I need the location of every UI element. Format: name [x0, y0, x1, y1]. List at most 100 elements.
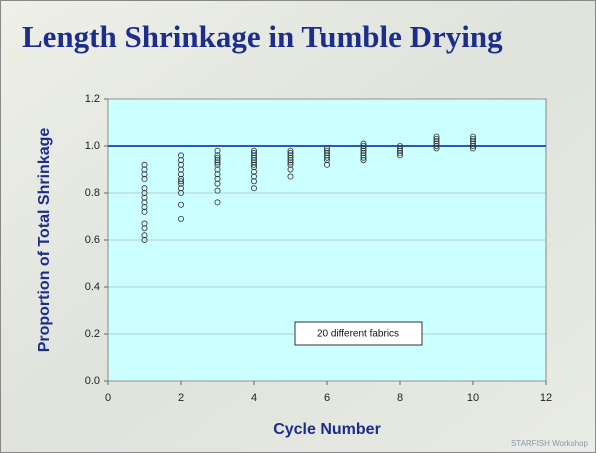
point [250, 159, 257, 166]
point [141, 189, 148, 196]
x-tick-label: 12 [540, 392, 552, 404]
point [469, 145, 476, 152]
point [287, 161, 294, 168]
point [141, 185, 148, 192]
point [396, 152, 403, 159]
point [360, 145, 367, 152]
point [214, 147, 221, 154]
point [360, 142, 367, 149]
point [214, 159, 221, 166]
point [214, 161, 221, 168]
point [141, 199, 148, 206]
x-tick-label: 6 [324, 392, 330, 404]
point [250, 164, 257, 171]
point [287, 150, 294, 157]
y-tick-label: 0.0 [85, 375, 100, 387]
y-tick-label: 0.4 [85, 281, 100, 293]
point [433, 140, 440, 147]
point [469, 138, 476, 145]
point [250, 161, 257, 168]
point [323, 161, 330, 168]
point [396, 150, 403, 157]
point [433, 142, 440, 149]
point [177, 161, 184, 168]
point [433, 138, 440, 145]
y-tick-label: 0.2 [85, 328, 100, 340]
point [177, 166, 184, 173]
point [360, 154, 367, 161]
point [323, 145, 330, 152]
point [287, 173, 294, 180]
x-tick-label: 8 [397, 392, 403, 404]
x-tick-label: 2 [178, 392, 184, 404]
point [250, 154, 257, 161]
point [433, 133, 440, 140]
point [141, 204, 148, 211]
point [141, 171, 148, 178]
point [214, 157, 221, 164]
point [469, 135, 476, 142]
point [177, 189, 184, 196]
point [214, 180, 221, 187]
point [177, 152, 184, 159]
point [433, 145, 440, 152]
point [469, 133, 476, 140]
point [250, 157, 257, 164]
x-tick-label: 0 [105, 392, 111, 404]
y-axis-label: Proportion of Total Shrinkage [36, 128, 53, 353]
point [214, 166, 221, 173]
y-tick-label: 0.6 [85, 234, 100, 246]
point [177, 175, 184, 182]
point [141, 220, 148, 227]
y-tick-label: 1.2 [85, 93, 100, 105]
point [287, 152, 294, 159]
point [250, 168, 257, 175]
point [287, 147, 294, 154]
point [323, 152, 330, 159]
point [469, 142, 476, 149]
point [323, 150, 330, 157]
point [141, 175, 148, 182]
point [250, 173, 257, 180]
point [360, 157, 367, 164]
point [141, 194, 148, 201]
point [287, 159, 294, 166]
point [177, 180, 184, 187]
annotation: 20 different fabrics [317, 329, 399, 340]
point [141, 236, 148, 243]
point [323, 154, 330, 161]
footer: STARFISH Workshop [511, 439, 589, 448]
point [177, 215, 184, 222]
x-axis-label: Cycle Number [273, 421, 381, 438]
point [214, 187, 221, 194]
point [433, 135, 440, 142]
point [141, 208, 148, 215]
point [360, 147, 367, 154]
point [287, 166, 294, 173]
point [214, 171, 221, 178]
point [177, 178, 184, 185]
point [250, 185, 257, 192]
point [177, 185, 184, 192]
point [360, 152, 367, 159]
point [396, 147, 403, 154]
point [141, 161, 148, 168]
point [177, 171, 184, 178]
x-tick-label: 10 [467, 392, 479, 404]
point [323, 157, 330, 164]
point [141, 166, 148, 173]
point [360, 140, 367, 147]
point [250, 178, 257, 185]
point [469, 140, 476, 147]
point [323, 147, 330, 154]
point [250, 147, 257, 154]
point [141, 232, 148, 239]
point [177, 201, 184, 208]
point [177, 157, 184, 164]
point [141, 225, 148, 232]
point [287, 154, 294, 161]
point [250, 152, 257, 159]
annotation-box [294, 321, 423, 346]
point [287, 157, 294, 164]
